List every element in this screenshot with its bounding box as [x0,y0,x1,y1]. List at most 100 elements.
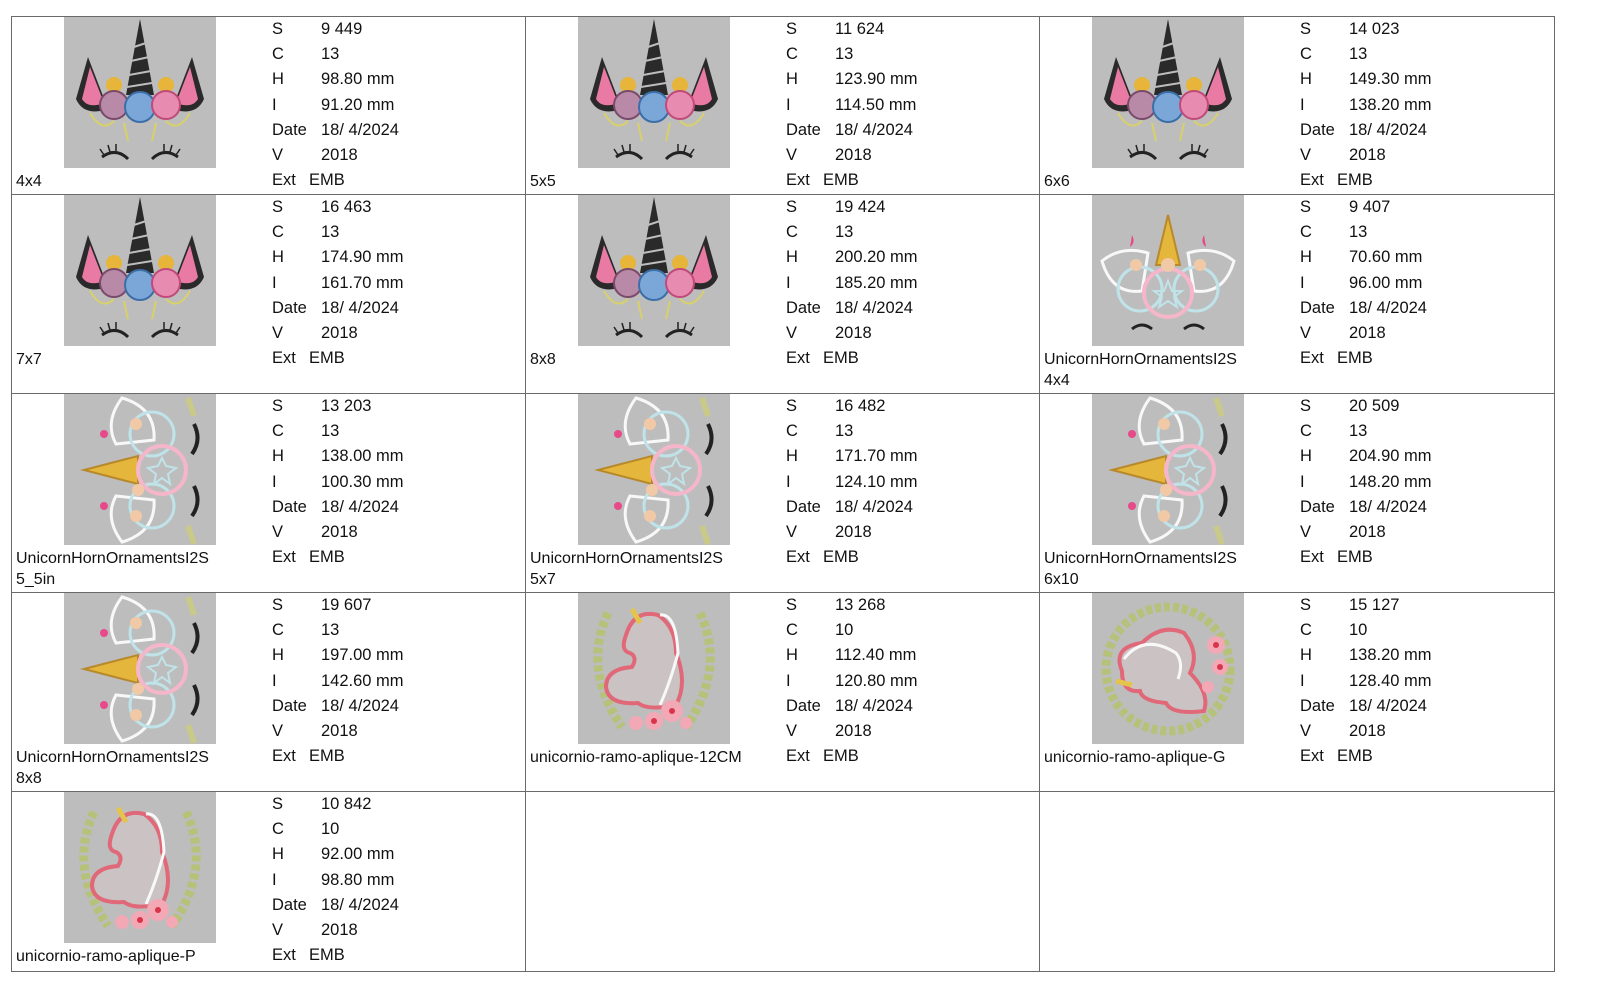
spec-row-extension: Ext EMB [1300,545,1432,570]
spec-label: S [786,20,798,38]
spec-value: 138.00 mm [321,447,404,466]
spec-value: 19 424 [835,198,886,216]
design-card: 5x5 S 11 624 C 13 H 123.90 mm I 114.50 mm Date 18/… [525,16,1040,195]
design-thumbnail [578,394,730,545]
spec-row-version: V 2018 [786,143,918,168]
spec-label: C [786,223,798,242]
design-row: 4x4 S 9 449 C 13 H 98.80 mm I 91.20 mm Date 18/ 4/… [11,16,1555,195]
design-thumbnail [1092,195,1244,346]
spec-label: H [1300,447,1312,466]
spec-row-width: I 142.60 mm [272,669,404,694]
spec-label: Date [1300,298,1335,317]
spec-row-date: Date 18/ 4/2024 [786,118,918,143]
spec-value: 13 [321,422,340,441]
spec-row-width: I 120.80 mm [786,669,918,694]
design-name: UnicornHornOrnamentsI2S 5x7 [530,550,723,588]
spec-row-colors: C 13 [272,419,404,444]
design-specs: S 15 127 C 10 H 138.20 mm I 128.40 mm Date 18/ 4/… [1300,593,1432,769]
spec-label: C [1300,621,1312,640]
spec-value: 124.10 mm [835,472,918,491]
design-card-body: unicornio-ramo-aplique-G S 15 127 C 10 H 138.2… [1040,593,1554,791]
unicorn-face-illustration-icon [578,195,730,346]
design-card: UnicornHornOrnamentsI2S 6x10 S 20 509 C 13 H 2… [1039,393,1555,593]
spec-label: Ext [786,349,810,368]
spec-row-colors: C 13 [786,42,918,67]
spec-value: 96.00 mm [1349,273,1423,292]
design-card-body: UnicornHornOrnamentsI2S 6x10 S 20 509 C 13 H 2… [1040,394,1554,592]
spec-label: V [272,722,284,741]
spec-label: C [272,820,284,839]
spec-label: C [1300,223,1312,242]
spec-row-height: H 197.00 mm [272,643,404,668]
spec-label: S [786,397,798,415]
spec-value: 128.40 mm [1349,671,1432,690]
spec-value: 18/ 4/2024 [321,298,399,317]
spec-value: 9 407 [1349,198,1391,216]
spec-row-stitches: S 14 023 [1300,17,1432,42]
spec-value: 18/ 4/2024 [1349,696,1427,715]
spec-label: Ext [1300,747,1324,766]
spec-value: EMB [823,747,859,766]
spec-value: 18/ 4/2024 [321,696,399,715]
spec-value: 18/ 4/2024 [835,497,913,516]
spec-row-version: V 2018 [786,719,918,744]
design-card: 8x8 S 19 424 C 13 H 200.20 mm I 185.20 mm Date 18/… [525,194,1040,394]
design-row: UnicornHornOrnamentsI2S 5_5in S 13 203 C 13 H… [11,393,1555,593]
spec-row-width: I 96.00 mm [1300,271,1427,296]
spec-label: H [1300,646,1312,665]
spec-label: I [786,671,791,690]
spec-value: 18/ 4/2024 [1349,497,1427,516]
spec-value: 13 [1349,45,1368,64]
spec-value: 138.20 mm [1349,95,1432,114]
spec-value: EMB [1337,548,1373,567]
spec-row-extension: Ext EMB [786,346,918,371]
spec-row-date: Date 18/ 4/2024 [1300,495,1432,520]
spec-value: 174.90 mm [321,248,404,267]
unicorn-face-illustration-icon [64,195,216,346]
spec-row-extension: Ext EMB [272,346,404,371]
spec-label: S [1300,596,1312,614]
spec-value: 2018 [321,523,358,542]
design-card: 4x4 S 9 449 C 13 H 98.80 mm I 91.20 mm Date 18/ 4/… [11,16,526,195]
spec-row-colors: C 13 [1300,220,1427,245]
spec-row-extension: Ext EMB [786,744,918,769]
spec-row-extension: Ext EMB [272,545,404,570]
spec-label: Ext [1300,349,1324,368]
spec-value: EMB [823,548,859,567]
design-specs: S 13 203 C 13 H 138.00 mm I 100.30 mm Date 18/ 4/… [272,394,404,570]
spec-row-date: Date 18/ 4/2024 [272,118,399,143]
spec-value: 142.60 mm [321,671,404,690]
spec-row-colors: C 13 [1300,42,1432,67]
design-thumbnail [64,792,216,943]
design-specs: S 16 482 C 13 H 171.70 mm I 124.10 mm Date 18/ 4/… [786,394,918,570]
design-row: 7x7 S 16 463 C 13 H 174.90 mm I 161.70 mm Date 18/… [11,194,1555,394]
design-row: UnicornHornOrnamentsI2S 8x8 S 19 607 C 13 H 19… [11,592,1555,792]
spec-value: 91.20 mm [321,95,395,114]
spec-label: H [786,248,798,267]
spec-label: I [1300,472,1305,491]
spec-label: S [786,198,798,216]
design-thumbnail [578,195,730,346]
design-card: UnicornHornOrnamentsI2S 4x4 S 9 407 C 13 H 70.… [1039,194,1555,394]
spec-row-width: I 161.70 mm [272,271,404,296]
spec-row-stitches: S 13 203 [272,394,404,419]
spec-label: Ext [272,946,296,965]
spec-label: H [272,646,284,665]
spec-row-colors: C 13 [786,419,918,444]
spec-value: 10 [835,621,854,640]
spec-label: V [1300,324,1312,343]
spec-label: Date [272,120,307,139]
spec-value: 2018 [835,146,872,165]
spec-label: V [786,722,798,741]
spec-row-width: I 138.20 mm [1300,93,1432,118]
spec-label: I [272,472,277,491]
spec-row-stitches: S 9 407 [1300,195,1427,220]
spec-value: 2018 [1349,324,1386,343]
spec-row-stitches: S 20 509 [1300,394,1432,419]
spec-label: H [786,646,798,665]
spec-value: 185.20 mm [835,273,918,292]
spec-value: 98.80 mm [321,870,395,889]
embroidery-design-sheet: 4x4 S 9 449 C 13 H 98.80 mm I 91.20 mm Date 18/ 4/… [11,16,1555,972]
spec-row-date: Date 18/ 4/2024 [1300,694,1432,719]
spec-value: 18/ 4/2024 [835,696,913,715]
